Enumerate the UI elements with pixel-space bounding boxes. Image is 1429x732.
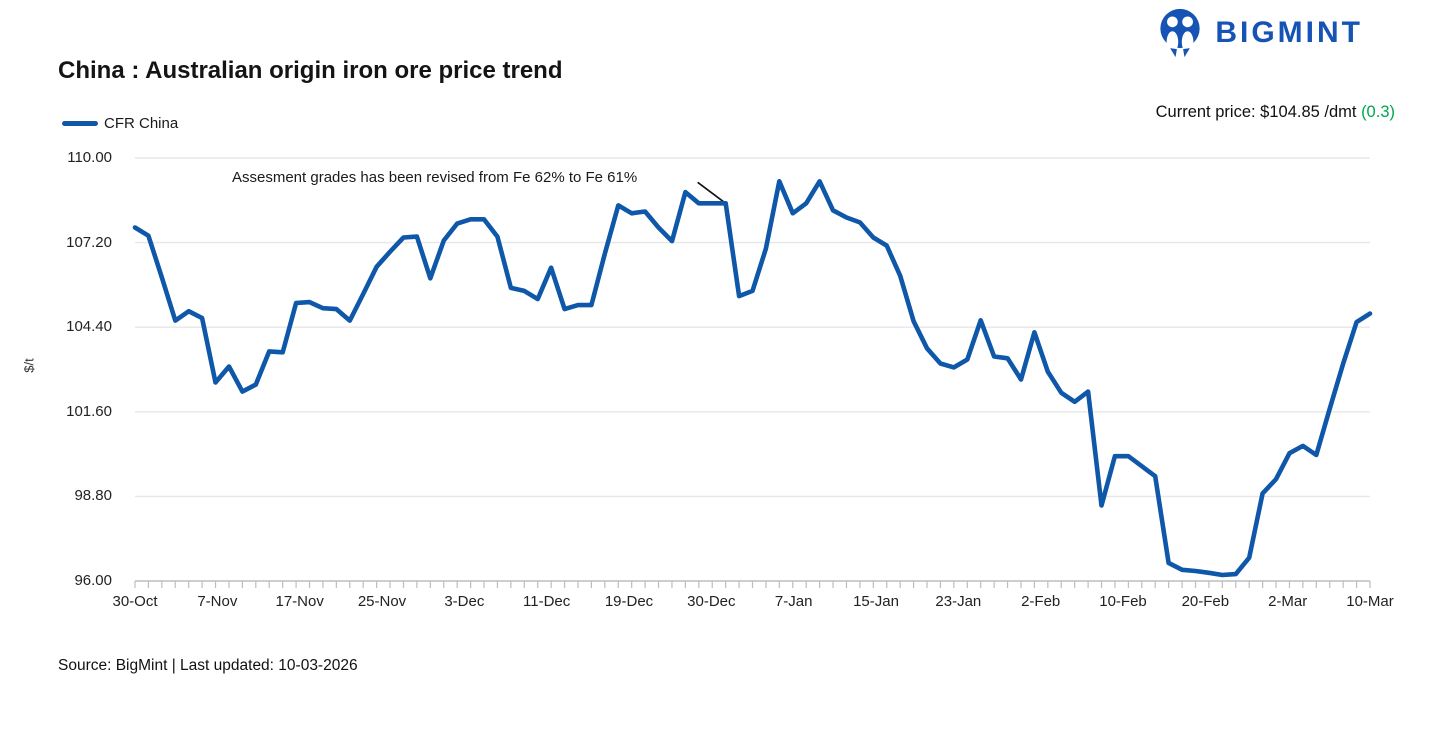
chart-annotation: Assesment grades has been revised from F… — [232, 169, 638, 186]
x-axis-tick-label: 3-Dec — [444, 593, 485, 610]
x-axis-tick-label: 23-Jan — [935, 593, 982, 610]
x-axis-tick-label: 10-Mar — [1346, 593, 1394, 610]
bigmint-logo-text: BIGMINT — [1215, 16, 1363, 49]
x-axis-tick-label: 25-Nov — [357, 593, 407, 610]
y-axis-tick-label: 101.60 — [66, 402, 112, 420]
cfr-china-price-line — [132, 179, 1373, 578]
x-axis-tick-label: 2-Feb — [1021, 593, 1061, 610]
x-axis-tick-label: 7-Jan — [774, 593, 813, 610]
x-axis-tick-label: 2-Mar — [1268, 593, 1308, 610]
x-axis-tick-label: 7-Nov — [197, 593, 238, 610]
x-axis-tick-label: 10-Feb — [1099, 593, 1147, 610]
source-note: Source: BigMint | Last updated: 10-03-20… — [58, 657, 358, 674]
bigmint-logo: BIGMINT — [1153, 8, 1363, 58]
chart-legend: CFR China — [62, 115, 178, 132]
x-axis-tick-label: 30-Oct — [112, 593, 158, 610]
bigmint-people-icon — [1153, 8, 1207, 58]
x-axis-tick-label: 19-Dec — [604, 593, 654, 610]
legend-line-swatch — [62, 121, 98, 126]
current-price: Current price: $104.85 /dmt (0.3) — [1156, 103, 1395, 122]
y-axis-tick-label: 96.00 — [74, 572, 112, 589]
x-axis-tick-label: 11-Dec — [523, 593, 571, 610]
y-axis-title: $/t — [21, 358, 37, 373]
x-axis-tick-label: 20-Feb — [1181, 593, 1230, 610]
x-axis-tick-label: 30-Dec — [687, 593, 736, 610]
y-axis-tick-label: 107.20 — [66, 233, 112, 251]
y-axis-tick-label: 104.40 — [66, 318, 112, 336]
x-axis-tick-label: 17-Nov — [275, 593, 324, 610]
chart-title: China : Australian origin iron ore price… — [58, 57, 563, 84]
price-change-badge: (0.3) — [1361, 103, 1395, 121]
x-axis-tick-label: 15-Jan — [853, 593, 899, 610]
y-axis-tick-label: 98.80 — [74, 487, 112, 505]
y-axis-tick-label: 110.00 — [67, 149, 112, 166]
current-price-text: Current price: $104.85 /dmt — [1155, 103, 1362, 121]
legend-series-label: CFR China — [104, 115, 179, 132]
annotation-pointer-line — [697, 181, 727, 204]
